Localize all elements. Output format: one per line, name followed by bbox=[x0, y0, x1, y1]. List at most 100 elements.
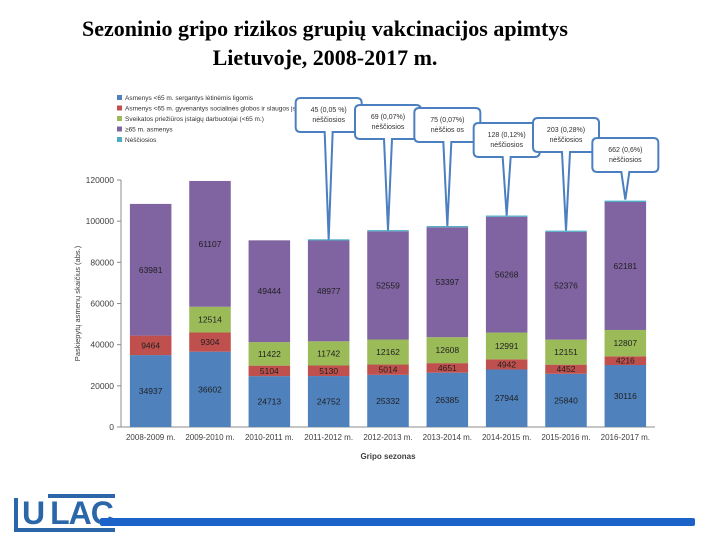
data-label: 34937 bbox=[139, 386, 163, 396]
footer-bar bbox=[100, 518, 695, 526]
callout-bubble bbox=[532, 117, 600, 231]
bar-segment bbox=[604, 200, 647, 202]
bar-segment bbox=[248, 376, 291, 427]
callout-label: nėščios os bbox=[431, 127, 465, 134]
callout-label: nėščiosios bbox=[312, 117, 345, 124]
bar-segment bbox=[485, 369, 528, 427]
x-tick-label: 2011-2012 m. bbox=[304, 433, 353, 442]
data-label: 12514 bbox=[198, 315, 222, 325]
data-label: 9304 bbox=[201, 337, 220, 347]
callout-value: 45 (0,05 %) bbox=[311, 107, 347, 114]
y-tick-label: 40000 bbox=[90, 340, 114, 350]
callout-bubble bbox=[591, 137, 660, 200]
bar-segment bbox=[426, 363, 469, 373]
legend-entry: ≥65 m. asmenys bbox=[125, 127, 173, 134]
data-label: 12807 bbox=[614, 338, 638, 348]
x-tick-label: 2010-2011 m. bbox=[245, 433, 294, 442]
bar-segment bbox=[129, 203, 172, 336]
x-axis-title: Gripo sezonas bbox=[360, 452, 416, 461]
legend-swatch bbox=[117, 95, 122, 100]
data-label: 5104 bbox=[260, 366, 279, 376]
bar-segment bbox=[545, 364, 587, 374]
data-label: 36602 bbox=[198, 384, 222, 394]
legend-swatch bbox=[117, 116, 122, 121]
data-label: 4452 bbox=[557, 364, 576, 374]
callout-label: nėščiosios bbox=[372, 124, 405, 131]
logo-letter-u: U bbox=[14, 497, 49, 532]
y-tick-label: 60000 bbox=[90, 299, 114, 309]
data-label: 53397 bbox=[436, 277, 460, 287]
legend-swatch bbox=[117, 105, 122, 111]
y-tick-label: 100000 bbox=[86, 216, 115, 226]
callout-bubble bbox=[294, 97, 363, 240]
bar-segment bbox=[129, 335, 172, 356]
data-label: 12162 bbox=[376, 347, 400, 357]
data-label: 62181 bbox=[614, 261, 638, 271]
bar-segment bbox=[545, 231, 587, 340]
data-label: 52376 bbox=[554, 281, 578, 291]
slide-title-line-2: Lietuvoje, 2008-2017 m. bbox=[212, 45, 438, 70]
bar-segment bbox=[367, 230, 409, 232]
data-label: 12608 bbox=[436, 345, 460, 355]
data-label: 49444 bbox=[258, 286, 282, 296]
bar-segment bbox=[545, 339, 587, 365]
bar-segment bbox=[545, 373, 587, 427]
legend-swatch bbox=[117, 137, 122, 142]
bar-segment bbox=[307, 376, 350, 427]
data-label: 11742 bbox=[317, 348, 340, 358]
callout-label: nėščiosios bbox=[609, 157, 642, 164]
bar-segment bbox=[545, 230, 587, 232]
callout-value: 662 (0,6%) bbox=[608, 147, 642, 154]
bar-segment bbox=[426, 226, 469, 228]
y-tick-label: 120000 bbox=[86, 175, 115, 185]
x-tick-label: 2008-2009 m. bbox=[126, 433, 175, 442]
data-label: 12151 bbox=[554, 347, 578, 357]
bar-segment bbox=[485, 216, 528, 333]
bar-segment bbox=[426, 372, 469, 427]
data-label: 4216 bbox=[616, 356, 635, 366]
data-label: 12991 bbox=[495, 341, 519, 351]
bar-segment bbox=[307, 239, 350, 241]
data-label: 5130 bbox=[319, 366, 338, 376]
x-tick-label: 2013-2014 m. bbox=[423, 433, 472, 442]
callout-label: nėščiosios bbox=[550, 137, 583, 144]
bar-segment bbox=[248, 365, 291, 377]
data-label: 5014 bbox=[379, 365, 398, 375]
bar-segment bbox=[426, 337, 469, 364]
logo-letters-lac: LAC bbox=[48, 494, 115, 532]
data-label: 24752 bbox=[317, 397, 341, 407]
legend-swatch bbox=[117, 126, 122, 132]
bar-segment bbox=[129, 355, 172, 427]
bar-segment bbox=[367, 231, 409, 340]
stacked-bar-chart: 0 20000 40000 60000 80000 100000 120000 Paskiep… bbox=[73, 95, 660, 461]
y-tick-label: 20000 bbox=[90, 381, 114, 391]
bar-segment bbox=[248, 240, 291, 343]
data-label: 9464 bbox=[141, 340, 160, 350]
bar-segment bbox=[426, 227, 469, 338]
data-label: 27944 bbox=[495, 393, 519, 403]
data-label: 30116 bbox=[614, 391, 637, 401]
x-tick-label: 2016-2017 m. bbox=[601, 433, 650, 442]
bar-segment bbox=[604, 201, 647, 330]
bar-segment bbox=[307, 240, 350, 342]
data-label: 63981 bbox=[139, 265, 163, 275]
bar-segment bbox=[604, 329, 647, 357]
legend-entry: Asmenys <65 m. sergantys lėtinėmis ligom… bbox=[125, 95, 254, 102]
data-label: 11422 bbox=[258, 349, 281, 359]
y-axis-title: Paskiepytų asmenų skaičius (abs.) bbox=[73, 245, 82, 361]
legend-entry: Nėščiosios bbox=[125, 137, 157, 144]
data-label: 25332 bbox=[376, 396, 400, 406]
bar-segment bbox=[189, 332, 231, 352]
bar-segment bbox=[307, 365, 350, 377]
bar-segment bbox=[367, 339, 409, 365]
legend-entry: Asmenys <65 m. gyvenantys socialinės glo… bbox=[125, 106, 317, 113]
ulac-logo: U LAC bbox=[14, 494, 115, 532]
slide-title: Sezoninio gripo rizikos grupių vakcinaci… bbox=[0, 14, 650, 72]
bar-segment bbox=[485, 359, 528, 370]
y-tick-label: 80000 bbox=[90, 257, 114, 267]
bar-segment bbox=[248, 342, 291, 366]
data-label: 61107 bbox=[198, 239, 221, 249]
x-tick-label: 2014-2015 m. bbox=[482, 433, 531, 442]
slide-title-line-1: Sezoninio gripo rizikos grupių vakcinaci… bbox=[82, 16, 568, 41]
x-tick-label: 2012-2013 m. bbox=[363, 433, 412, 442]
